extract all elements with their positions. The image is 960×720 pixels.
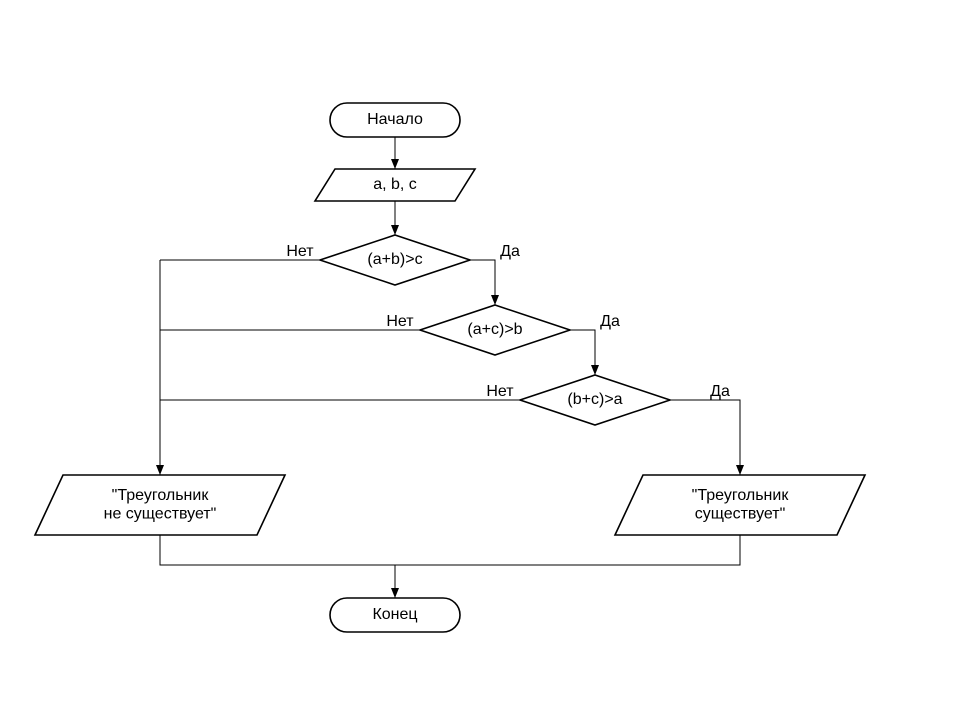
edge: [156, 260, 164, 475]
edge: Да: [470, 243, 520, 305]
edge: Нет: [160, 243, 320, 260]
svg-text:(a+c)>b: (a+c)>b: [467, 321, 522, 338]
svg-text:"Треугольник: "Треугольник: [692, 487, 790, 504]
svg-text:a, b, c: a, b, c: [373, 176, 417, 193]
terminator-end: Конец: [330, 598, 460, 632]
decision-d2: (a+c)>b: [420, 305, 570, 355]
edge: Нет: [160, 313, 420, 330]
edge-label: Нет: [386, 313, 414, 330]
svg-text:существует": существует": [695, 505, 786, 522]
decision-d1: (a+b)>c: [320, 235, 470, 285]
svg-text:"Треугольник: "Треугольник: [112, 487, 210, 504]
edge: [391, 565, 399, 598]
decision-d3: (b+c)>a: [520, 375, 670, 425]
io-input: a, b, c: [315, 169, 475, 201]
flowchart-canvas: Да Да Да Нет Нет Нет Начало a, b, c (a+b)>c (a+c)…: [0, 0, 960, 720]
edge: [391, 137, 399, 169]
edge-label: Да: [710, 383, 730, 400]
svg-text:(b+c)>a: (b+c)>a: [567, 391, 622, 408]
edge-label: Да: [600, 313, 620, 330]
edge: Да: [570, 313, 620, 375]
edge: Нет: [160, 383, 520, 400]
edge-label: Да: [500, 243, 520, 260]
edge: Да: [670, 383, 744, 475]
edge-label: Нет: [486, 383, 514, 400]
terminator-start: Начало: [330, 103, 460, 137]
edge-label: Нет: [286, 243, 314, 260]
io-outNo: "Треугольникне существует": [35, 475, 285, 535]
svg-text:Начало: Начало: [367, 111, 423, 128]
edge: [391, 201, 399, 235]
svg-text:не существует": не существует": [104, 505, 217, 522]
edge: [395, 535, 740, 565]
io-outYes: "Треугольниксуществует": [615, 475, 865, 535]
svg-text:(a+b)>c: (a+b)>c: [367, 251, 422, 268]
svg-text:Конец: Конец: [372, 606, 417, 623]
edge: [160, 535, 395, 565]
